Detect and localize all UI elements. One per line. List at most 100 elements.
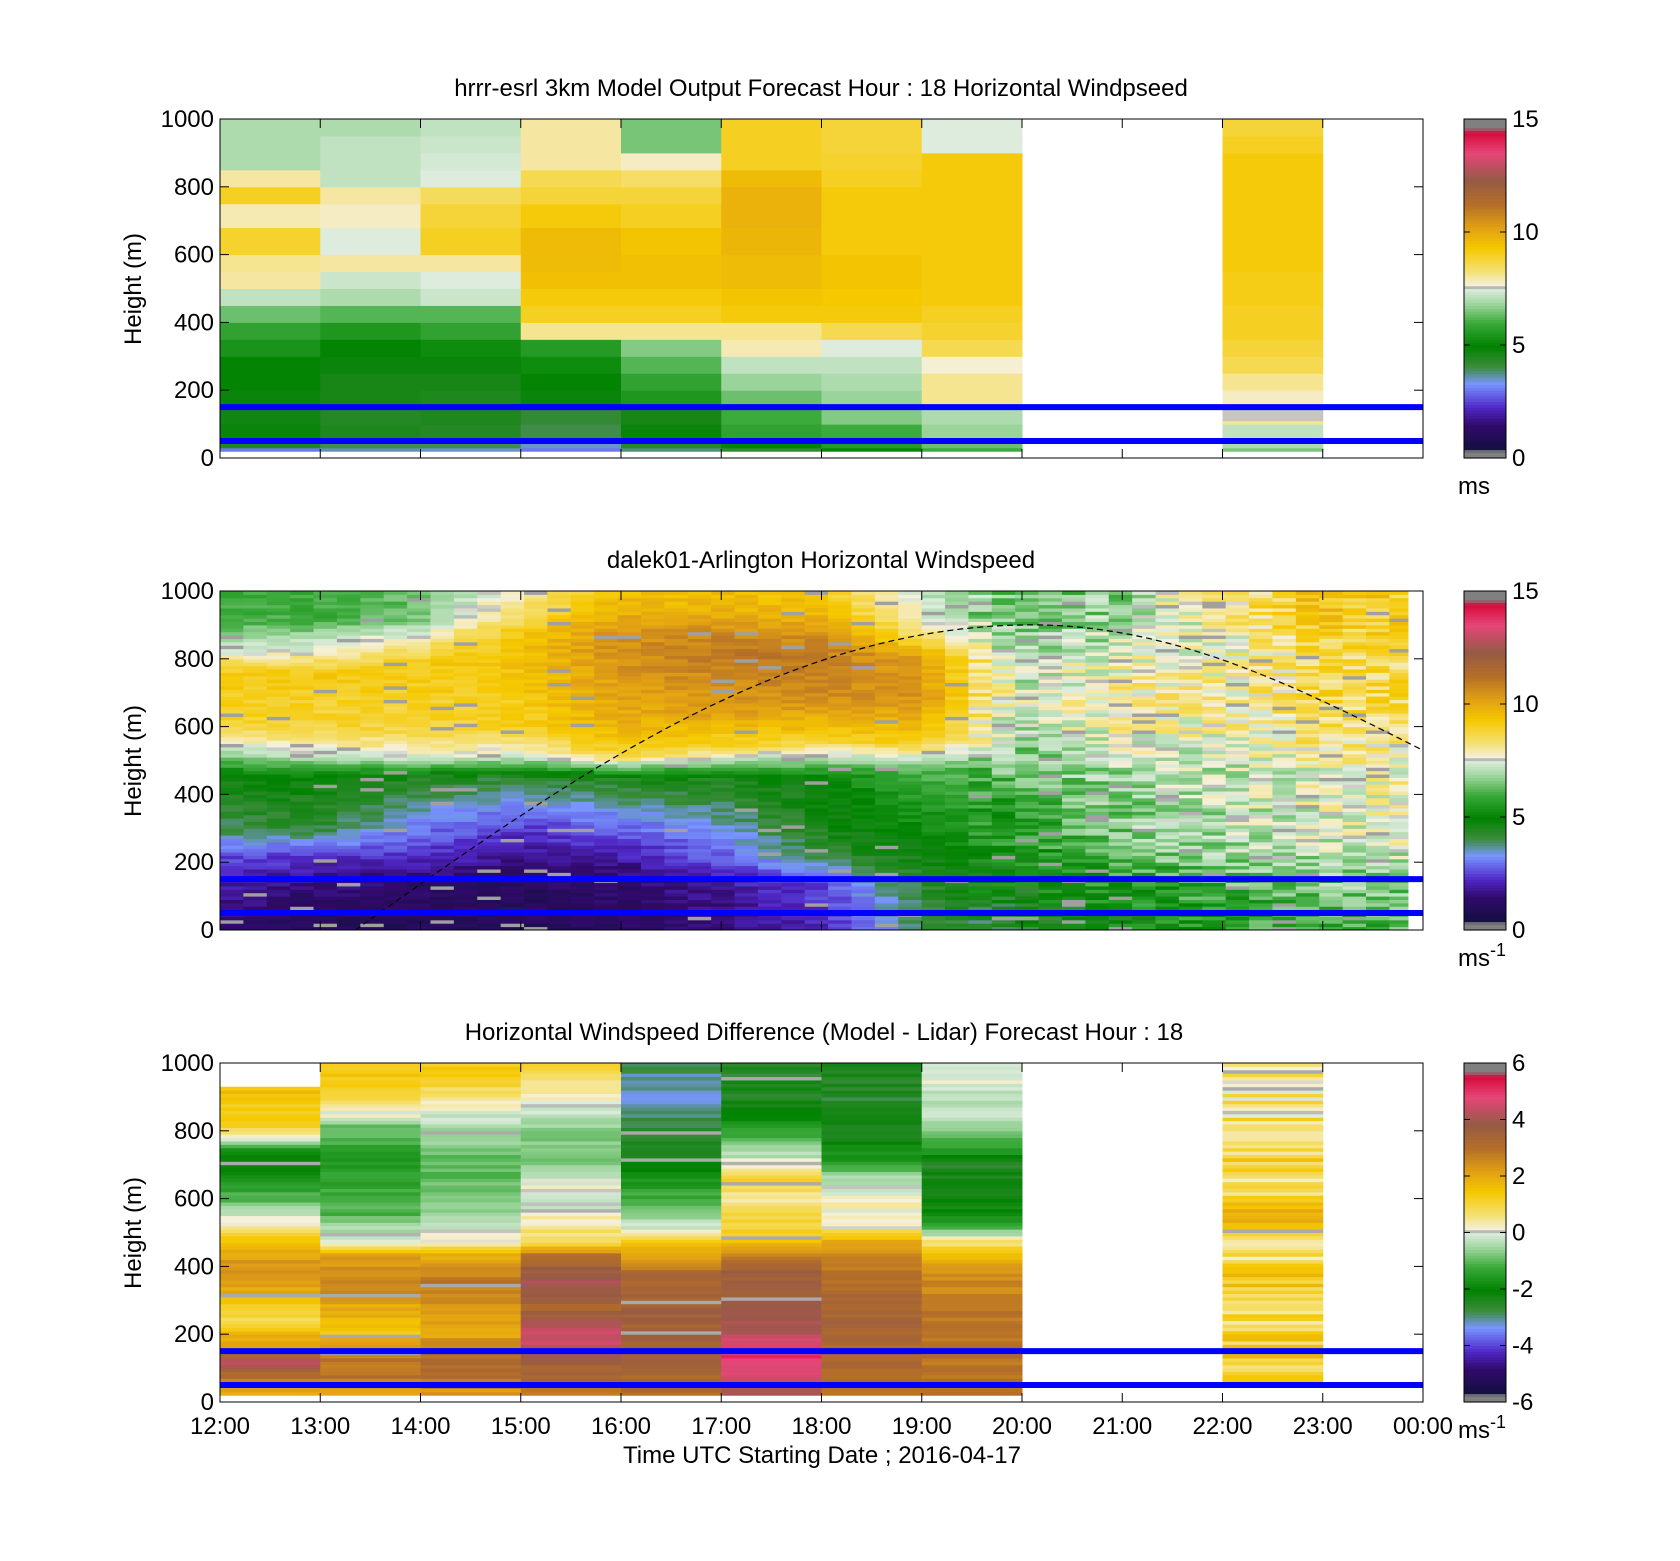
- lidar-cell: [477, 780, 502, 785]
- lidar-cell: [991, 753, 1016, 758]
- lidar-cell: [594, 821, 619, 826]
- lidar-cell: [313, 916, 338, 921]
- lidar-cell: [477, 648, 502, 653]
- lidar-cell: [1272, 699, 1297, 704]
- model-cell: [921, 119, 1023, 137]
- lidar-cell: [453, 675, 478, 680]
- lidar-cell: [945, 594, 969, 599]
- lidar-cell: [734, 604, 759, 609]
- lidar-cell: [1015, 919, 1040, 924]
- lidar-cell: [711, 631, 736, 636]
- lidar-cell: [477, 801, 502, 806]
- lidar-cell: [1178, 777, 1203, 782]
- lidar-cell: [711, 740, 736, 745]
- lidar-cell: [1249, 791, 1273, 795]
- lidar-cell: [220, 770, 244, 775]
- lidar-cell: [804, 628, 829, 633]
- lidar-cell: [570, 753, 595, 758]
- lidar-cell: [851, 919, 876, 924]
- lidar-cell: [804, 899, 829, 904]
- lidar-cell: [1085, 591, 1110, 595]
- lidar-cell: [1038, 723, 1063, 728]
- lidar-cell: [851, 845, 876, 850]
- lidar-cell: [313, 794, 338, 799]
- lidar-cell: [617, 736, 642, 741]
- lidar-cell: [313, 753, 338, 758]
- lidar-cell: [360, 594, 385, 599]
- lidar-cell: [266, 784, 291, 789]
- lidar-cell: [874, 760, 899, 765]
- lidar-cell: [477, 899, 502, 904]
- lidar-cell: [1178, 852, 1203, 856]
- lidar-cell: [547, 899, 572, 904]
- lidar-cell: [430, 821, 455, 826]
- lidar-cell: [360, 797, 385, 802]
- lidar-cell: [664, 611, 689, 616]
- lidar-cell: [1295, 845, 1320, 850]
- lidar-cell: [594, 638, 619, 643]
- lidar-cell: [687, 645, 712, 650]
- lidar-cell: [968, 858, 993, 863]
- lidar-cell: [1038, 767, 1063, 772]
- lidar-cell: [383, 604, 408, 609]
- lidar-cell: [1038, 780, 1063, 785]
- lidar-cell: [1038, 889, 1063, 894]
- lidar-cell: [640, 689, 665, 694]
- lidar-cell: [1132, 740, 1157, 745]
- lidar-cell: [407, 882, 431, 887]
- lidar-cell: [383, 682, 408, 687]
- lidar-cell: [383, 906, 408, 911]
- lidar-cell: [1202, 750, 1227, 755]
- lidar-cell: [757, 716, 782, 721]
- lidar-cell: [1015, 923, 1040, 928]
- lidar-cell: [664, 658, 689, 663]
- lidar-cell: [640, 899, 665, 904]
- lidar-cell: [734, 791, 759, 795]
- lidar-cell: [851, 760, 876, 765]
- lidar-cell: [266, 672, 291, 677]
- lidar-cell: [220, 658, 244, 663]
- lidar-cell: [1225, 713, 1250, 717]
- lidar-cell: [570, 902, 595, 907]
- lidar-cell: [1272, 645, 1297, 650]
- lidar-cell: [1155, 675, 1180, 680]
- lidar-cell: [1038, 706, 1063, 711]
- lidar-cell: [1132, 774, 1157, 778]
- lidar-cell: [1178, 899, 1203, 904]
- lidar-cell: [781, 672, 806, 677]
- lidar-cell: [781, 926, 806, 931]
- lidar-cell: [547, 824, 572, 829]
- lidar-cell: [664, 604, 689, 609]
- lidar-cell: [547, 638, 572, 643]
- lidar-cell: [898, 855, 923, 860]
- lidar-cell: [968, 787, 993, 792]
- lidar-cell: [243, 716, 268, 721]
- lidar-cell: [898, 696, 923, 700]
- lidar-cell: [570, 706, 595, 711]
- lidar-cell: [734, 852, 759, 856]
- lidar-cell: [383, 821, 408, 826]
- lidar-cell: [1272, 828, 1297, 833]
- lidar-cell: [1225, 926, 1250, 931]
- lidar-cell: [570, 723, 595, 728]
- lidar-cell: [220, 719, 244, 724]
- lidar-cell: [1061, 607, 1086, 612]
- lidar-cell: [243, 753, 268, 758]
- lidar-cell: [664, 804, 689, 809]
- lidar-cell: [874, 614, 899, 619]
- lidar-cell: [1038, 923, 1063, 928]
- lidar-cell: [1015, 794, 1040, 799]
- lidar-cell: [220, 760, 244, 765]
- lidar-cell: [1202, 662, 1227, 667]
- lidar-cell: [898, 872, 923, 877]
- lidar-cell: [477, 726, 502, 731]
- lidar-cell: [945, 889, 969, 894]
- model-cell: [520, 203, 622, 228]
- lidar-cell: [1015, 841, 1040, 846]
- lidar-cell: [453, 719, 478, 724]
- lidar-cell: [945, 896, 969, 900]
- lidar-cell: [804, 835, 829, 839]
- lidar-cell: [1155, 628, 1180, 633]
- lidar-cell: [968, 679, 993, 684]
- lidar-cell: [500, 767, 525, 772]
